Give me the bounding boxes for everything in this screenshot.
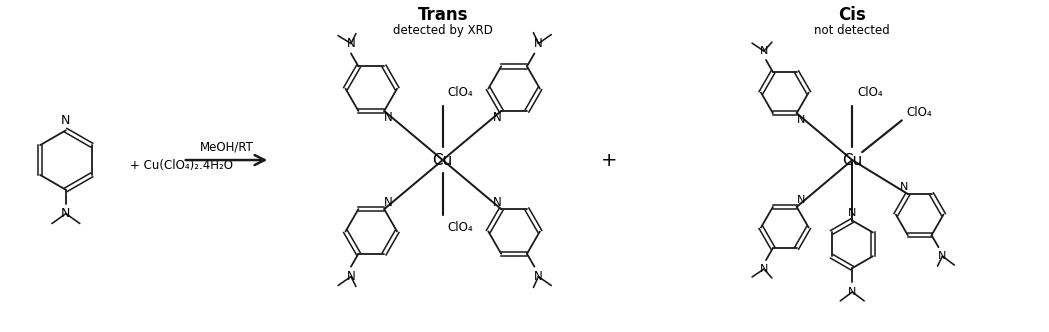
Text: N: N: [384, 196, 392, 209]
Text: MeOH/RT: MeOH/RT: [199, 141, 254, 154]
Text: N: N: [759, 46, 768, 56]
Text: N: N: [796, 115, 805, 125]
Text: N: N: [493, 196, 501, 209]
Text: N: N: [848, 208, 856, 217]
Text: N: N: [796, 195, 805, 205]
Text: N: N: [346, 270, 356, 283]
Text: N: N: [493, 111, 501, 124]
Text: N: N: [384, 111, 392, 124]
Text: ClO₄: ClO₄: [448, 86, 473, 99]
Text: N: N: [938, 251, 946, 261]
Text: Cu: Cu: [432, 152, 453, 168]
Text: N: N: [61, 207, 70, 220]
Text: N: N: [534, 37, 542, 50]
Text: N: N: [346, 37, 356, 50]
Text: N: N: [900, 182, 908, 192]
Text: + Cu(ClO₄)₂.4H₂O: + Cu(ClO₄)₂.4H₂O: [130, 158, 233, 172]
Text: +: +: [601, 150, 618, 170]
Text: ClO₄: ClO₄: [857, 86, 883, 99]
Text: not detected: not detected: [814, 24, 891, 37]
Text: ClO₄: ClO₄: [448, 221, 473, 234]
Text: Cis: Cis: [838, 6, 866, 24]
Text: Cu: Cu: [842, 152, 862, 168]
Text: N: N: [848, 287, 856, 297]
Text: N: N: [61, 114, 70, 127]
Text: N: N: [534, 270, 542, 283]
Text: Trans: Trans: [418, 6, 468, 24]
Text: N: N: [759, 264, 768, 274]
Text: ClO₄: ClO₄: [906, 106, 933, 119]
Text: detected by XRD: detected by XRD: [392, 24, 493, 37]
